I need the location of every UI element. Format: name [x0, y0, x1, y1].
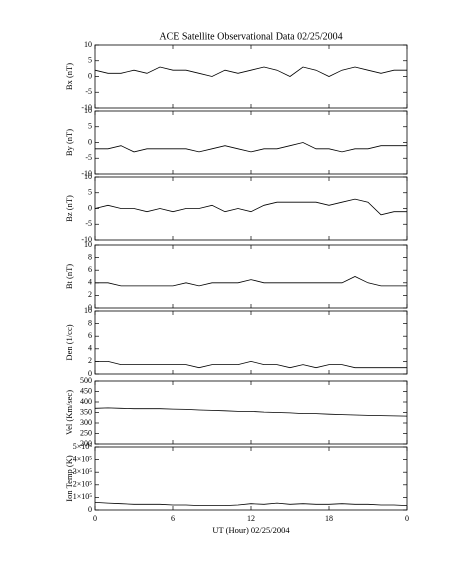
- y-tick-label: 3×10⁵: [73, 467, 93, 476]
- y-tick-label: 400: [80, 397, 92, 406]
- x-axis-label: UT (Hour) 02/25/2004: [212, 525, 290, 535]
- y-tick-label: 4: [88, 278, 92, 287]
- data-line: [95, 142, 407, 153]
- y-tick-label: 0: [88, 203, 92, 212]
- y-tick-label: 250: [80, 428, 92, 437]
- y-axis-label: By (nT): [64, 129, 74, 156]
- data-line: [94, 198, 407, 216]
- y-tick-label: 2: [88, 356, 92, 365]
- x-tick-label: 0: [93, 514, 97, 523]
- panel-frame: [94, 110, 408, 175]
- y-axis-label: Den (1/cc): [64, 324, 74, 360]
- y-axis-label: Bx (nT): [64, 63, 74, 90]
- panel-frame: [94, 380, 408, 445]
- y-tick-label: 0: [88, 369, 92, 378]
- panel-frame: [94, 44, 408, 109]
- y-tick-label: -5: [85, 219, 92, 228]
- x-tick-label: 12: [247, 514, 255, 523]
- y-tick-label: 10: [84, 106, 92, 115]
- y-tick-label: 350: [80, 407, 92, 416]
- x-tick-label: 0: [405, 514, 409, 523]
- y-tick-label: 2: [88, 290, 92, 299]
- y-tick-label: -10: [81, 103, 92, 112]
- y-tick-label: 4: [88, 344, 92, 353]
- y-tick-label: 5: [88, 188, 92, 197]
- y-tick-label: 300: [80, 418, 92, 427]
- y-tick-label: -10: [81, 169, 92, 178]
- y-tick-label: 6: [88, 331, 92, 340]
- y-axis-label: Ion Temp (K): [64, 455, 74, 502]
- y-tick-label: 10: [84, 40, 92, 49]
- y-axis-label: Bt (nT): [64, 264, 74, 289]
- y-tick-label: 8: [88, 318, 92, 327]
- x-tick-label: 6: [171, 514, 175, 523]
- y-tick-label: 200: [80, 439, 92, 448]
- data-line: [94, 502, 408, 506]
- y-axis-label: Vel (Km/sec): [64, 390, 74, 435]
- y-tick-label: -5: [85, 87, 92, 96]
- data-line: [94, 407, 408, 417]
- y-tick-label: 500: [80, 376, 92, 385]
- y-tick-label: 2×10⁵: [73, 480, 93, 489]
- y-tick-label: 5: [88, 122, 92, 131]
- y-tick-label: -5: [85, 153, 92, 162]
- y-tick-label: 0: [88, 137, 92, 146]
- x-tick-label: 18: [325, 514, 333, 523]
- y-tick-label: 4×10⁵: [73, 454, 93, 463]
- data-line: [95, 276, 407, 287]
- panel-frame: [94, 244, 408, 309]
- panel-frame: [94, 176, 408, 241]
- y-tick-label: 10: [84, 240, 92, 249]
- chart-title: ACE Satellite Observational Data 02/25/2…: [159, 31, 342, 42]
- y-tick-label: 6: [88, 265, 92, 274]
- y-tick-label: 5: [88, 56, 92, 65]
- y-tick-label: 0: [88, 505, 92, 514]
- data-line: [94, 66, 407, 77]
- y-tick-label: -10: [81, 235, 92, 244]
- y-tick-label: 0: [88, 71, 92, 80]
- y-tick-label: 450: [80, 386, 92, 395]
- y-tick-label: 5×10⁵: [73, 442, 93, 451]
- panel-frame: [94, 446, 408, 511]
- data-line: [95, 360, 407, 369]
- y-tick-label: 10: [84, 172, 92, 181]
- y-tick-label: 8: [88, 252, 92, 261]
- y-axis-label: Bz (nT): [64, 195, 74, 222]
- y-tick-label: 1×10⁵: [73, 492, 93, 501]
- y-tick-label: 0: [88, 303, 92, 312]
- y-tick-label: 10: [84, 306, 92, 315]
